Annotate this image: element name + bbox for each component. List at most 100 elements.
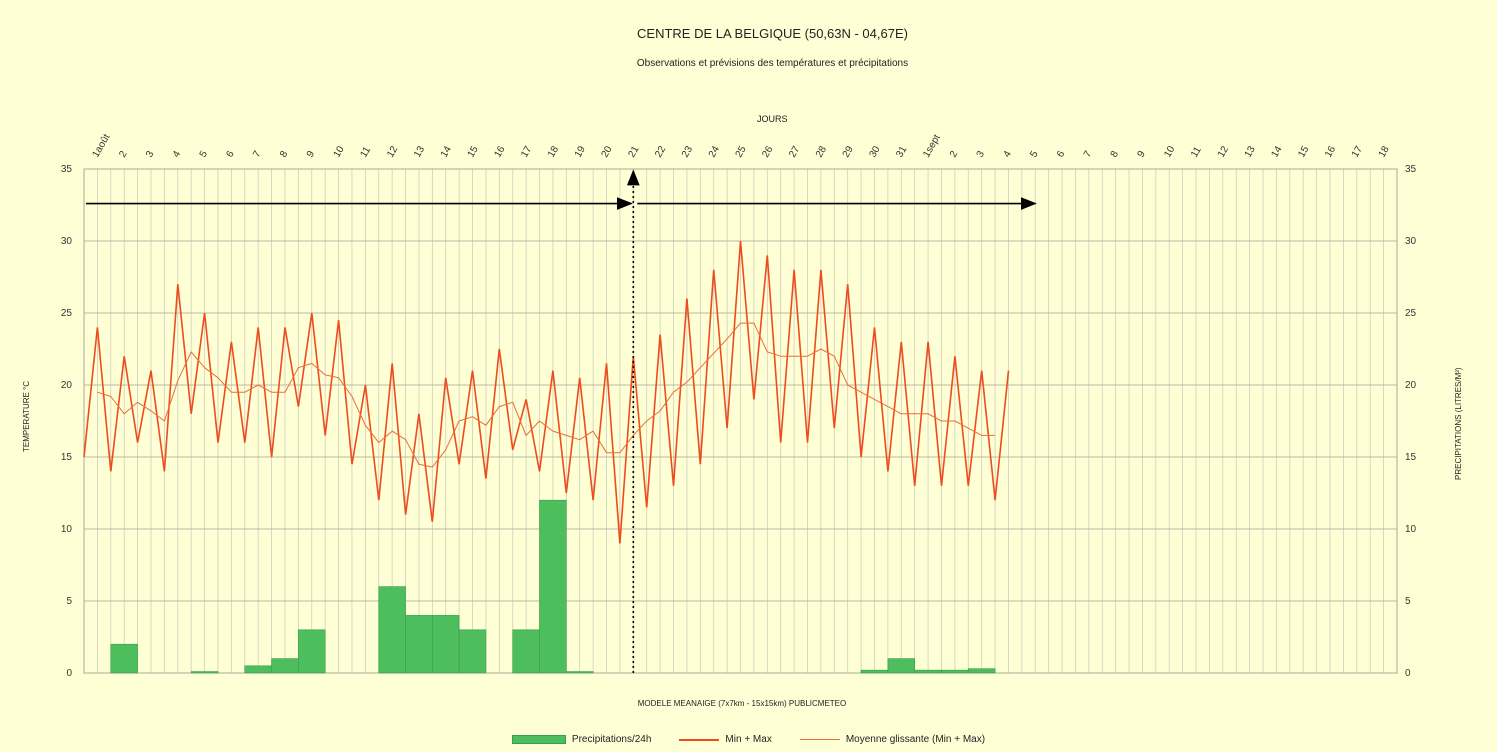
x-tick-label-day: 9	[1136, 149, 1149, 160]
x-tick-label-day: 2	[948, 149, 961, 160]
x-tick-label-day: 4	[171, 149, 184, 160]
precip-bar	[887, 658, 915, 674]
x-tick-label-day: 16	[1323, 144, 1338, 160]
y-tick-label-right: 30	[1405, 236, 1417, 247]
x-tick-label-day: 10	[332, 144, 347, 160]
precip-bar	[941, 669, 969, 674]
legend-label-precip: Precipitations/24h	[571, 734, 652, 745]
y-tick-label-left: 25	[61, 308, 73, 319]
x-tick-label-day: 27	[787, 144, 802, 160]
series-line-moving-average	[97, 322, 996, 468]
y-tick-label-right: 25	[1405, 308, 1417, 319]
y-tick-label-right: 0	[1405, 668, 1411, 679]
y-tick-label-right: 20	[1405, 380, 1417, 391]
y-tick-label-right: 5	[1405, 596, 1411, 607]
x-tick-label-day: 23	[680, 144, 695, 160]
y-tick-label-right: 35	[1405, 164, 1417, 175]
x-tick-label-day: 13	[412, 144, 427, 160]
y-tick-label-left: 20	[61, 380, 73, 391]
x-axis-label: MODELE MEANAIGE (7x7km - 15x15km) PUBLIC…	[637, 699, 847, 708]
legend-label-moving-avg: Moyenne glissante (Min + Max)	[845, 734, 986, 745]
precip-bar	[244, 665, 272, 674]
y-tick-label-left: 10	[61, 524, 73, 535]
legend-swatch-minmax	[679, 738, 720, 741]
temperature-lines	[83, 240, 1010, 544]
y-tick-label-left: 0	[66, 668, 72, 679]
precip-bar	[566, 671, 594, 674]
x-tick-label-day: 17	[1350, 144, 1365, 160]
y-tick-label-right: 15	[1405, 452, 1417, 463]
x-tick-label-day: 6	[1055, 149, 1068, 160]
x-tick-label-day: 17	[519, 144, 534, 160]
top-axis-label: JOURS	[757, 114, 788, 124]
x-tick-label-day: 7	[1082, 149, 1095, 160]
precip-bar	[378, 586, 406, 674]
precip-bar	[512, 629, 540, 674]
x-tick-label-day: 19	[573, 144, 588, 160]
x-tick-label-day: 15	[466, 144, 481, 160]
x-tick-label-day: 7	[251, 149, 264, 160]
x-tick-label-day: 1août	[90, 132, 112, 159]
precip-bar	[967, 668, 996, 674]
x-tick-label-day: 20	[600, 144, 615, 160]
y-tick-label-left: 15	[61, 452, 73, 463]
grid	[83, 168, 1398, 674]
chart-title: CENTRE DE LA BELGIQUE (50,63N - 04,67E)	[637, 26, 908, 41]
x-tick-label-day: 9	[305, 149, 318, 160]
y-tick-label-left: 5	[66, 596, 72, 607]
legend-swatch-precip	[511, 735, 566, 744]
x-tick-label-day: 29	[841, 144, 856, 160]
x-tick-label-day: 5	[1028, 149, 1041, 160]
legend-item-precip: Precipitations/24h	[511, 734, 652, 745]
y-tick-label-left: 35	[61, 164, 73, 175]
precip-bar	[271, 658, 299, 674]
x-tick-label-day: 6	[224, 149, 237, 160]
legend-item-minmax: Min + Max	[679, 734, 772, 745]
plot-frame	[83, 168, 1398, 674]
x-tick-label-day: 4	[1002, 149, 1015, 160]
x-tick-label-day: 14	[439, 144, 454, 160]
precip-bar	[914, 669, 942, 674]
precip-bar	[405, 615, 433, 674]
x-tick-label-day: 5	[198, 149, 211, 160]
x-tick-label-day: 22	[653, 144, 668, 160]
x-tick-label-day: 10	[1162, 144, 1177, 160]
x-tick-label-day: 15	[1296, 144, 1311, 160]
x-tick-label-day: 21	[626, 144, 641, 160]
precip-bar	[860, 669, 889, 674]
x-tick-label-day: 14	[1269, 144, 1284, 160]
y-tick-label-left: 30	[61, 236, 73, 247]
x-tick-label-day: 26	[760, 144, 775, 160]
legend-swatch-moving-avg	[799, 739, 840, 740]
legend-label-minmax: Min + Max	[725, 734, 772, 745]
x-tick-label-day: 11	[1189, 145, 1204, 160]
x-tick-label-day: 25	[734, 144, 749, 160]
x-tick-label-day: 31	[894, 144, 909, 160]
precip-bar	[298, 629, 326, 674]
x-tick-label-day: 18	[1377, 144, 1392, 160]
x-tick-label-day: 18	[546, 144, 561, 160]
x-tick-label-day: 11	[358, 145, 373, 160]
x-tick-label-day: 24	[707, 144, 722, 160]
legend-item-moving-avg: Moyenne glissante (Min + Max)	[799, 734, 986, 745]
x-tick-label-day: 2	[117, 149, 130, 160]
precip-bar	[458, 629, 487, 674]
precipitation-bars	[110, 499, 996, 674]
chart-subtitle: Observations et prévisions des températu…	[636, 58, 909, 69]
precip-bar	[432, 615, 460, 674]
x-tick-label-day: 3	[975, 149, 988, 160]
x-tick-label-day: 1sept	[921, 133, 943, 160]
legend: Precipitations/24h Min + Max Moyenne gli…	[0, 734, 1497, 745]
x-tick-label-day: 8	[278, 149, 291, 160]
x-tick-label-day: 8	[1109, 149, 1122, 160]
precip-bar	[110, 643, 138, 674]
x-tick-label-day: 30	[868, 144, 883, 160]
x-tick-label-day: 28	[814, 144, 829, 160]
series-line-min-max	[83, 240, 1010, 544]
precip-bar	[539, 499, 567, 674]
y-tick-label-right: 10	[1405, 524, 1417, 535]
precip-bar	[190, 671, 219, 674]
x-tick-label-day: 12	[385, 144, 400, 160]
